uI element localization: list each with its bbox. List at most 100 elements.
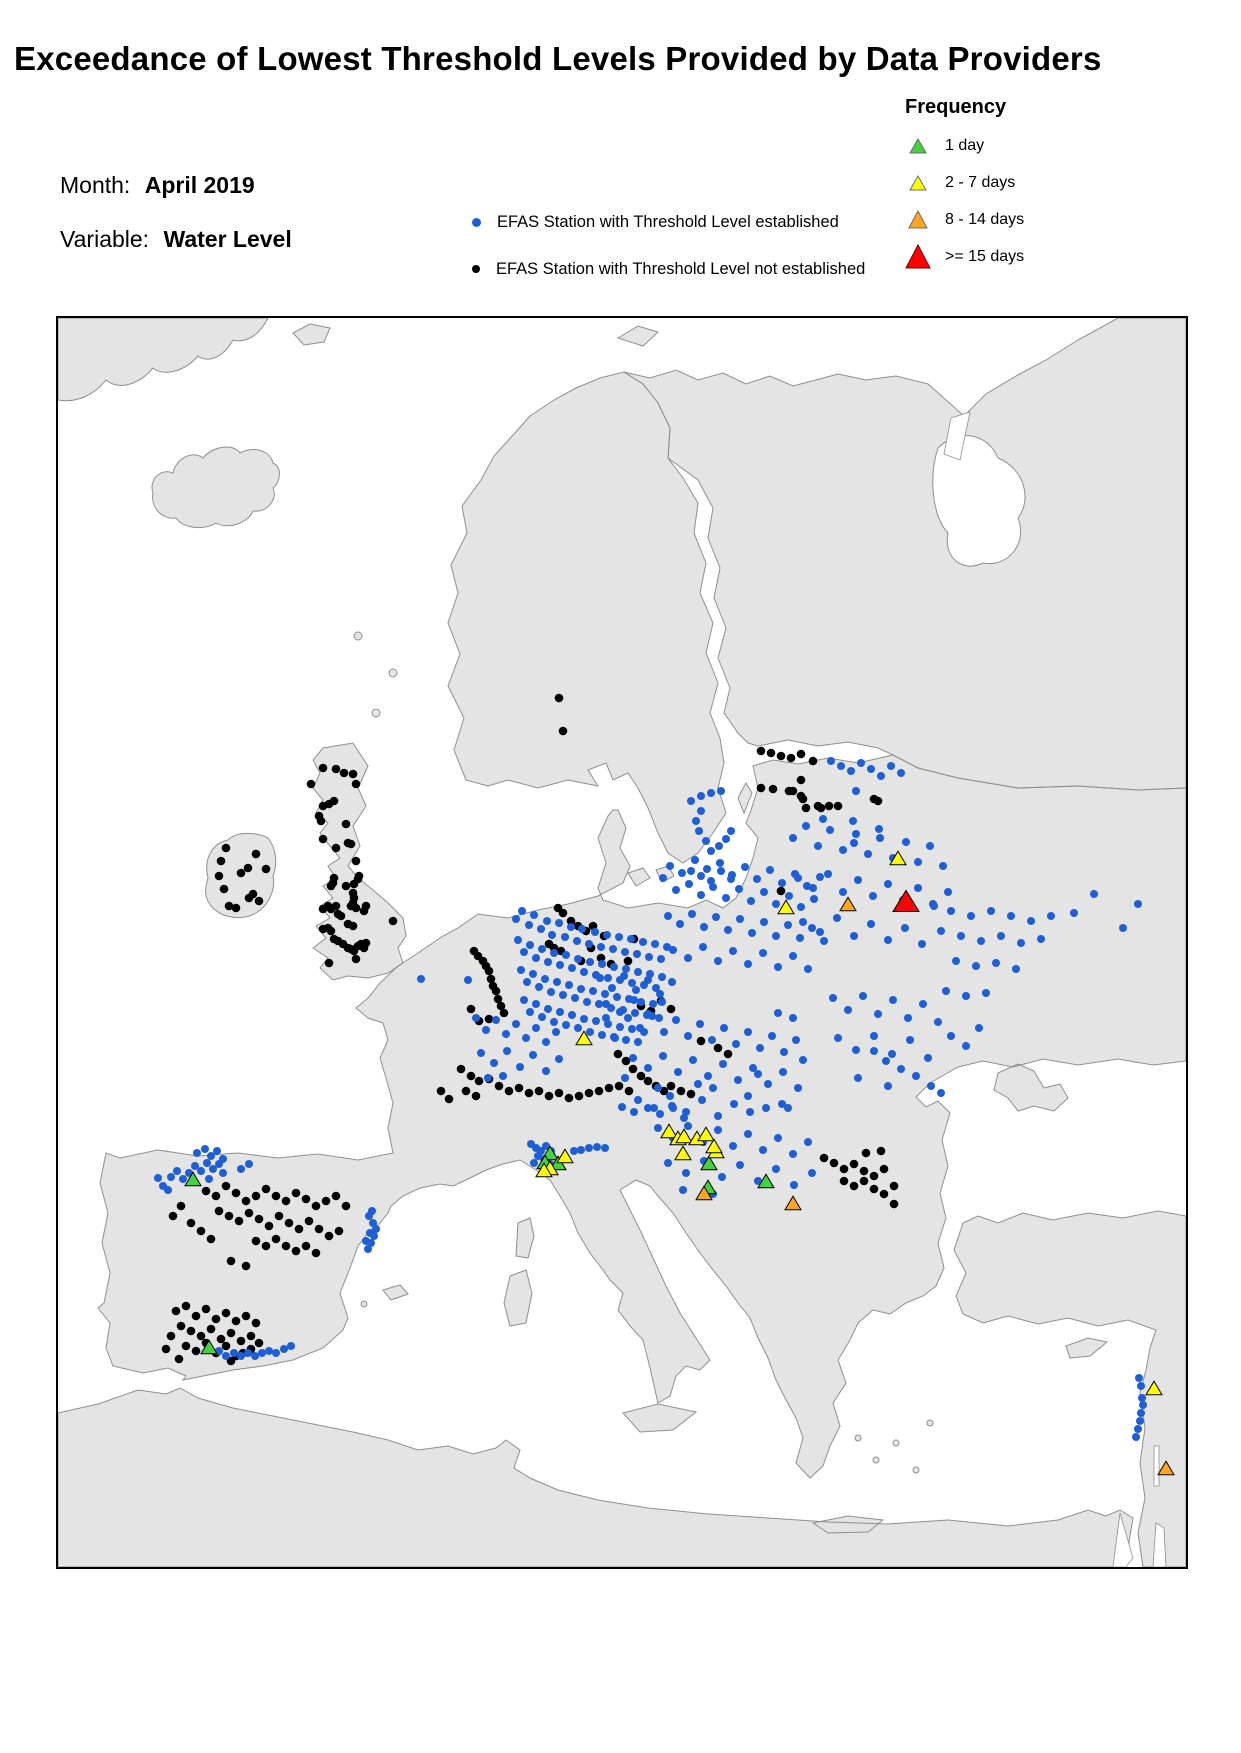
station-dot-established bbox=[729, 947, 737, 955]
station-dot-established bbox=[901, 924, 909, 932]
station-dot-established bbox=[774, 1134, 782, 1142]
station-dot-established bbox=[644, 1064, 652, 1072]
exceedance-triangle bbox=[535, 1162, 553, 1178]
station-dot-not-established bbox=[788, 786, 798, 796]
station-dot-established bbox=[691, 856, 699, 864]
station-dot-established bbox=[173, 1167, 181, 1175]
station-dot-established bbox=[209, 1165, 217, 1173]
station-dot-established bbox=[417, 975, 425, 983]
station-dot-not-established bbox=[471, 1091, 481, 1101]
station-dot-established bbox=[634, 1038, 642, 1046]
exceedance-triangle bbox=[839, 896, 857, 912]
station-dot-not-established bbox=[554, 693, 564, 703]
station-dot-established bbox=[657, 955, 665, 963]
station-dot-established bbox=[658, 998, 666, 1006]
station-dot-established bbox=[992, 959, 1000, 967]
station-dot-established bbox=[997, 932, 1005, 940]
station-dot-established bbox=[809, 884, 817, 892]
station-dot-established bbox=[827, 757, 835, 765]
station-dot-established bbox=[532, 954, 540, 962]
station-dot-established bbox=[889, 996, 897, 1004]
station-dot-established bbox=[785, 892, 793, 900]
station-dot-established bbox=[867, 920, 875, 928]
station-dot-established bbox=[870, 1047, 878, 1055]
station-dot-established bbox=[692, 817, 700, 825]
station-dot-established bbox=[957, 932, 965, 940]
station-dot-established bbox=[687, 797, 695, 805]
exceedance-triangle bbox=[660, 1123, 678, 1139]
station-dot-not-established bbox=[351, 779, 361, 789]
station-dot-not-established bbox=[301, 1194, 311, 1204]
station-dot-established bbox=[774, 963, 782, 971]
station-dot-established bbox=[696, 1020, 704, 1028]
europe-map bbox=[56, 316, 1188, 1569]
station-dot-established bbox=[744, 1130, 752, 1138]
station-dot-not-established bbox=[849, 1181, 859, 1191]
station-dot-established bbox=[205, 1175, 213, 1183]
station-dot-established bbox=[884, 1082, 892, 1090]
station-dot-established bbox=[676, 920, 684, 928]
station-dot-not-established bbox=[666, 1081, 676, 1091]
station-dot-established bbox=[717, 867, 725, 875]
station-dot-established bbox=[611, 1034, 619, 1042]
station-dot-established bbox=[718, 1173, 726, 1181]
station-dot-established bbox=[722, 894, 730, 902]
station-dot-not-established bbox=[336, 911, 346, 921]
station-dot-established bbox=[972, 962, 980, 970]
station-dot-established bbox=[542, 1142, 550, 1150]
station-dot-not-established bbox=[869, 1171, 879, 1181]
station-dot-established bbox=[568, 964, 576, 972]
station-dot-established bbox=[919, 1000, 927, 1008]
station-dot-established bbox=[578, 925, 586, 933]
station-dot-not-established bbox=[281, 1196, 291, 1206]
station-dot-established bbox=[1070, 909, 1078, 917]
station-dot-not-established bbox=[214, 871, 224, 881]
station-dot-established bbox=[687, 867, 695, 875]
station-dot-not-established bbox=[879, 1189, 889, 1199]
station-dot-not-established bbox=[623, 956, 633, 966]
station-dot-established bbox=[887, 762, 895, 770]
station-dot-not-established bbox=[388, 916, 398, 926]
station-dot-established bbox=[520, 948, 528, 956]
station-dot-established bbox=[734, 1076, 742, 1084]
station-dot-established bbox=[1012, 965, 1020, 973]
station-dot-not-established bbox=[191, 1346, 201, 1356]
station-dot-established bbox=[644, 1104, 652, 1112]
station-dot-not-established bbox=[174, 1354, 184, 1364]
station-dot-established bbox=[952, 957, 960, 965]
black-station-dot-icon bbox=[472, 265, 480, 273]
exceedance-triangle bbox=[184, 1171, 202, 1187]
station-dot-not-established bbox=[281, 1241, 291, 1251]
station-dot-not-established bbox=[869, 1184, 879, 1194]
station-dot-established bbox=[876, 834, 884, 842]
station-dot-not-established bbox=[226, 1256, 236, 1266]
station-dot-established bbox=[707, 877, 715, 885]
blue-station-dot-icon bbox=[472, 217, 481, 227]
station-dot-established bbox=[772, 1165, 780, 1173]
exceedance-triangle bbox=[697, 1126, 715, 1142]
station-dot-not-established bbox=[351, 903, 361, 913]
station-dot-established bbox=[645, 953, 653, 961]
station-dot-not-established bbox=[221, 1341, 231, 1351]
station-dot-not-established bbox=[859, 1166, 869, 1176]
station-dot-established bbox=[1090, 890, 1098, 898]
month-line: Month: April 2019 bbox=[60, 172, 255, 199]
station-dot-not-established bbox=[776, 751, 786, 761]
station-dot-established bbox=[854, 1074, 862, 1082]
station-dot-established bbox=[674, 1068, 682, 1076]
station-dot-established bbox=[1139, 1401, 1147, 1409]
station-dot-not-established bbox=[628, 1064, 638, 1074]
station-dot-established bbox=[518, 907, 526, 915]
station-dot-established bbox=[517, 966, 525, 974]
station-dot-not-established bbox=[343, 838, 353, 848]
station-dot-established bbox=[874, 1010, 882, 1018]
exceedance-triangle bbox=[784, 1195, 802, 1211]
station-dot-established bbox=[697, 792, 705, 800]
station-dot-established bbox=[659, 874, 667, 882]
station-dot-established bbox=[736, 915, 744, 923]
station-dot-established bbox=[583, 998, 591, 1006]
station-dot-not-established bbox=[306, 779, 316, 789]
station-dot-established bbox=[802, 822, 810, 830]
station-dot-established bbox=[532, 1000, 540, 1008]
station-dot-established bbox=[601, 990, 609, 998]
